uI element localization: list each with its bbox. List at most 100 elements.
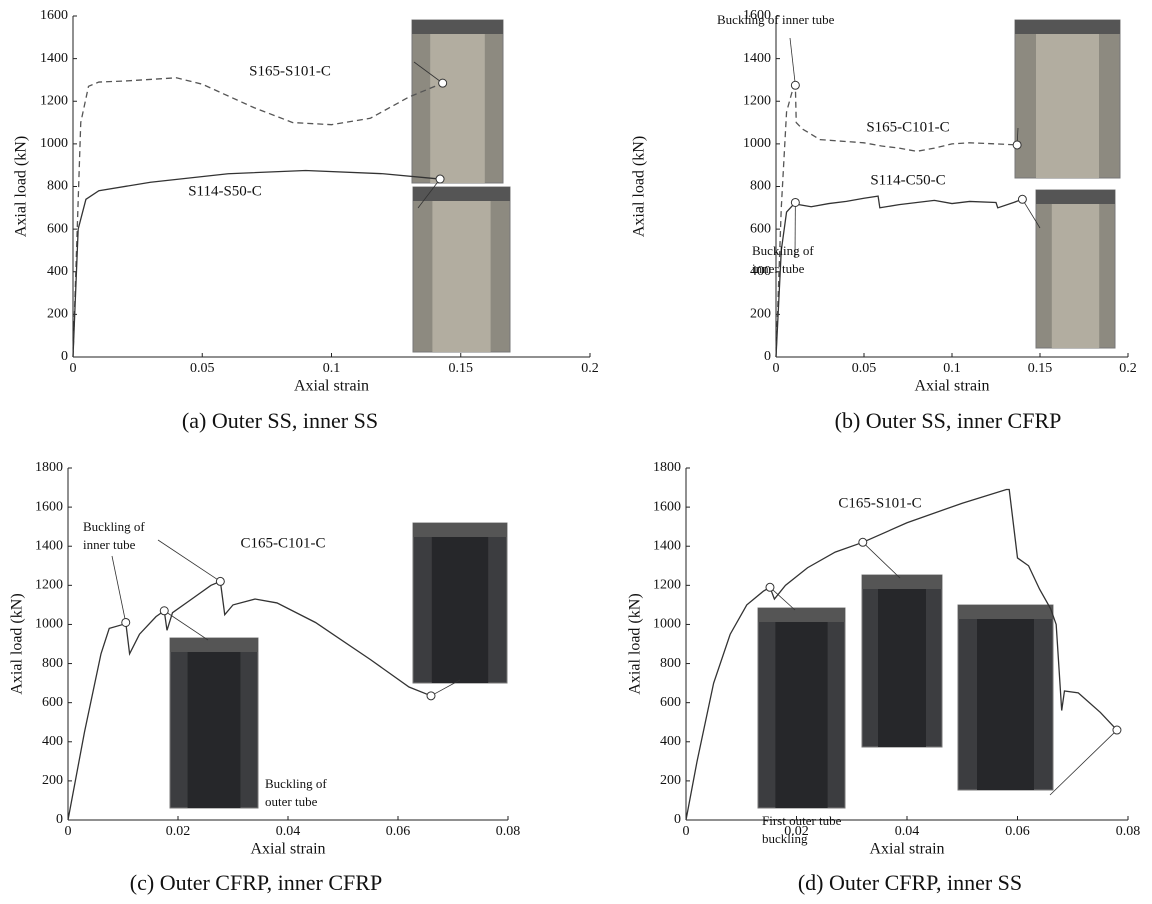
y-tick-label: 1200 (743, 93, 771, 108)
leader-line (863, 542, 900, 578)
x-tick-label: 0.2 (1119, 361, 1137, 376)
y-tick-label: 1200 (40, 93, 68, 108)
y-tick-label: 0 (56, 812, 63, 827)
leader-line (164, 611, 208, 640)
photo-platen (412, 20, 503, 34)
x-tick-label: 0.04 (276, 824, 301, 839)
y-tick-label: 1000 (743, 136, 771, 151)
photo-tube (1052, 204, 1099, 348)
photo-platen (413, 187, 510, 201)
caption: (a) Outer SS, inner SS (182, 408, 378, 433)
y-axis-label: Axial load (kN) (631, 136, 648, 237)
annotation: Buckling of (265, 776, 327, 791)
annotation: First outer tube (762, 813, 842, 828)
leader-line (790, 38, 795, 85)
y-tick-label: 800 (750, 179, 771, 194)
y-tick-label: 0 (61, 349, 68, 364)
x-tick-label: 0 (683, 824, 690, 839)
x-tick-label: 0.04 (895, 824, 920, 839)
photo-platen (1036, 190, 1115, 204)
series-label: C165-C101-C (240, 535, 325, 551)
page: 0 200 400 600 800 1000 1200 1400 1600 0 0.05 0.1 0.1… (0, 0, 1152, 904)
x-tick-label: 0.1 (943, 361, 961, 376)
leader-line (158, 540, 220, 581)
x-axis-label: Axial strain (914, 378, 989, 395)
annotation: inner tube (83, 537, 136, 552)
x-tick-label: 0 (65, 824, 72, 839)
caption: (b) Outer SS, inner CFRP (835, 408, 1062, 433)
photo-tube (977, 619, 1034, 790)
x-tick-label: 0.08 (496, 824, 521, 839)
caption: (d) Outer CFRP, inner SS (798, 870, 1022, 895)
x-tick-label: 0.1 (323, 361, 341, 376)
x-tick-label: 0.15 (1028, 361, 1053, 376)
point-marker (439, 79, 447, 87)
series-label: S114-C50-C (870, 172, 945, 188)
y-axis-label: Axial load (kN) (13, 136, 30, 237)
series-label: S165-S101-C (249, 63, 331, 79)
y-tick-label: 800 (47, 179, 68, 194)
y-tick-label: 200 (660, 773, 681, 788)
photo-tube (432, 201, 490, 352)
y-tick-label: 1000 (35, 617, 63, 632)
point-marker (791, 198, 799, 206)
point-marker (1113, 726, 1121, 734)
annotation: Buckling of (752, 243, 814, 258)
leader-line (112, 556, 126, 622)
y-tick-label: 1000 (653, 617, 681, 632)
annotation: Buckling of (83, 519, 145, 534)
x-tick-label: 0 (70, 361, 77, 376)
y-tick-label: 600 (660, 695, 681, 710)
y-tick-label: 800 (42, 656, 63, 671)
y-tick-label: 600 (750, 221, 771, 236)
figure: 0 200 400 600 800 1000 1200 1400 1600 0 0.05 0.1 0.1… (0, 0, 1152, 904)
x-tick-label: 0.02 (166, 824, 191, 839)
series-label: C165-S101-C (838, 495, 921, 511)
y-tick-label: 0 (764, 349, 771, 364)
y-tick-label: 200 (42, 773, 63, 788)
series-label: S165-C101-C (866, 119, 949, 135)
photo-platen (758, 608, 845, 622)
y-tick-label: 1200 (653, 578, 681, 593)
photo-platen (1015, 20, 1120, 34)
x-tick-label: 0.06 (1005, 824, 1030, 839)
y-tick-label: 800 (660, 656, 681, 671)
photo-tube (430, 34, 485, 183)
y-tick-label: 1600 (40, 8, 68, 23)
x-tick-label: 0.08 (1116, 824, 1141, 839)
point-marker (791, 81, 799, 89)
point-marker (436, 175, 444, 183)
photo-platen (170, 638, 258, 652)
point-marker (122, 618, 130, 626)
y-tick-label: 400 (42, 734, 63, 749)
photo-tube (1036, 34, 1099, 178)
y-tick-label: 1400 (653, 538, 681, 553)
annotation: outer tube (265, 794, 318, 809)
point-marker (427, 692, 435, 700)
y-tick-label: 1000 (40, 136, 68, 151)
photo-tube (775, 622, 827, 808)
leader-line (1050, 730, 1117, 795)
y-tick-label: 1600 (653, 499, 681, 514)
x-tick-label: 0.06 (386, 824, 411, 839)
x-tick-label: 0 (773, 361, 780, 376)
series-line (776, 196, 1022, 357)
photo-platen (413, 523, 507, 537)
x-tick-label: 0.05 (852, 361, 877, 376)
y-tick-label: 400 (660, 734, 681, 749)
y-tick-label: 1400 (743, 51, 771, 66)
y-tick-label: 1600 (35, 499, 63, 514)
point-marker (859, 538, 867, 546)
y-tick-label: 1200 (35, 578, 63, 593)
point-marker (1018, 195, 1026, 203)
y-tick-label: 1400 (35, 538, 63, 553)
x-axis-label: Axial strain (869, 841, 944, 858)
x-axis-label: Axial strain (250, 841, 325, 858)
x-tick-label: 0.2 (581, 361, 599, 376)
photo-tube (188, 652, 241, 808)
annotation: buckling (762, 831, 808, 846)
point-marker (160, 607, 168, 615)
x-tick-label: 0.05 (190, 361, 215, 376)
